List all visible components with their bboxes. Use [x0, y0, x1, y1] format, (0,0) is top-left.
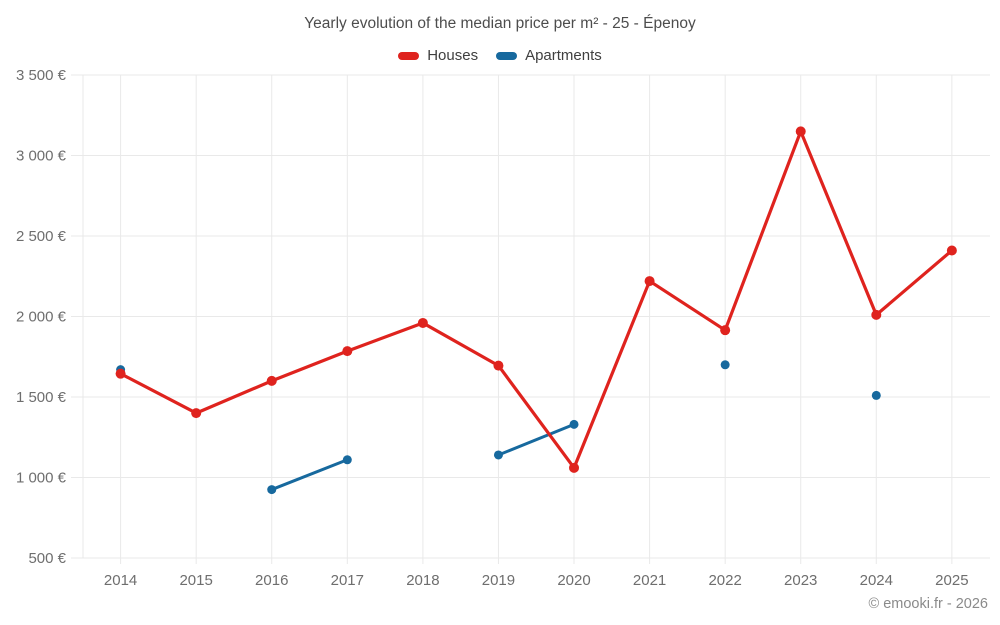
- y-axis-tick-label: 1 500 €: [16, 389, 67, 406]
- houses-line-segment: [345, 321, 425, 353]
- apartments-data-point-2022[interactable]: [720, 360, 730, 370]
- legend-label-houses: Houses: [427, 47, 479, 64]
- x-axis-tick-label: 2023: [784, 572, 817, 589]
- legend-item-apartments[interactable]: Apartments: [496, 47, 602, 64]
- x-axis-tick-label: 2019: [482, 572, 515, 589]
- houses-data-point-2019[interactable]: [493, 360, 504, 371]
- houses-data-point-2016[interactable]: [266, 375, 277, 386]
- chart-legend: Houses Apartments: [0, 47, 1000, 64]
- x-axis-tick-label: 2025: [935, 572, 968, 589]
- x-axis-tick-label: 2015: [179, 572, 212, 589]
- houses-line-segment: [496, 364, 576, 470]
- x-axis-tick-label: 2020: [557, 572, 590, 589]
- houses-data-point-2023[interactable]: [795, 126, 806, 137]
- x-axis-tick-label: 2021: [633, 572, 666, 589]
- houses-line-segment: [421, 321, 501, 368]
- y-axis-tick-label: 2 500 €: [16, 228, 67, 245]
- houses-data-point-2025[interactable]: [946, 245, 957, 256]
- apartments-data-point-2020[interactable]: [569, 419, 579, 429]
- x-axis-tick-label: 2017: [331, 572, 364, 589]
- apartments-line-segment: [270, 458, 349, 492]
- apartments-data-point-2024[interactable]: [871, 390, 881, 400]
- houses-line-segment: [118, 372, 198, 415]
- y-axis-tick-label: 3 000 €: [16, 148, 67, 165]
- copyright-credit: © emooki.fr - 2026: [868, 596, 988, 612]
- houses-series-swatch-icon: [398, 51, 420, 60]
- houses-data-point-2024[interactable]: [871, 309, 882, 320]
- apartments-data-point-2016[interactable]: [267, 485, 277, 495]
- houses-line-segment: [194, 379, 274, 415]
- houses-line-segment: [799, 129, 878, 317]
- houses-data-point-2020[interactable]: [569, 462, 580, 473]
- chart-title: Yearly evolution of the median price per…: [304, 15, 696, 32]
- legend-item-houses[interactable]: Houses: [398, 47, 478, 64]
- houses-line-segment: [270, 349, 349, 383]
- houses-data-point-2014[interactable]: [115, 368, 126, 379]
- y-axis-tick-label: 1 000 €: [16, 470, 67, 487]
- x-axis-tick-label: 2024: [860, 572, 893, 589]
- x-axis-tick-label: 2022: [708, 572, 741, 589]
- houses-data-point-2022[interactable]: [720, 325, 731, 336]
- houses-data-point-2015[interactable]: [191, 408, 202, 419]
- x-axis-tick-label: 2016: [255, 572, 288, 589]
- apartments-data-point-2019[interactable]: [493, 450, 503, 460]
- apartments-series-swatch-icon: [496, 51, 518, 60]
- houses-data-point-2021[interactable]: [644, 276, 655, 287]
- y-axis-tick-label: 3 500 €: [16, 67, 67, 84]
- apartments-line-segment: [496, 422, 576, 457]
- x-axis-tick-label: 2014: [104, 572, 137, 589]
- houses-line-segment: [723, 129, 803, 332]
- x-axis-tick-label: 2018: [406, 572, 439, 589]
- apartments-data-point-2017[interactable]: [342, 455, 352, 465]
- houses-line-segment: [647, 279, 727, 332]
- houses-data-point-2018[interactable]: [417, 317, 428, 328]
- y-axis-tick-label: 500 €: [28, 550, 66, 567]
- y-axis-tick-label: 2 000 €: [16, 309, 67, 326]
- houses-line-segment: [572, 279, 652, 470]
- houses-data-point-2017[interactable]: [342, 346, 353, 357]
- legend-label-apartments: Apartments: [525, 47, 602, 64]
- houses-line-segment: [874, 248, 954, 317]
